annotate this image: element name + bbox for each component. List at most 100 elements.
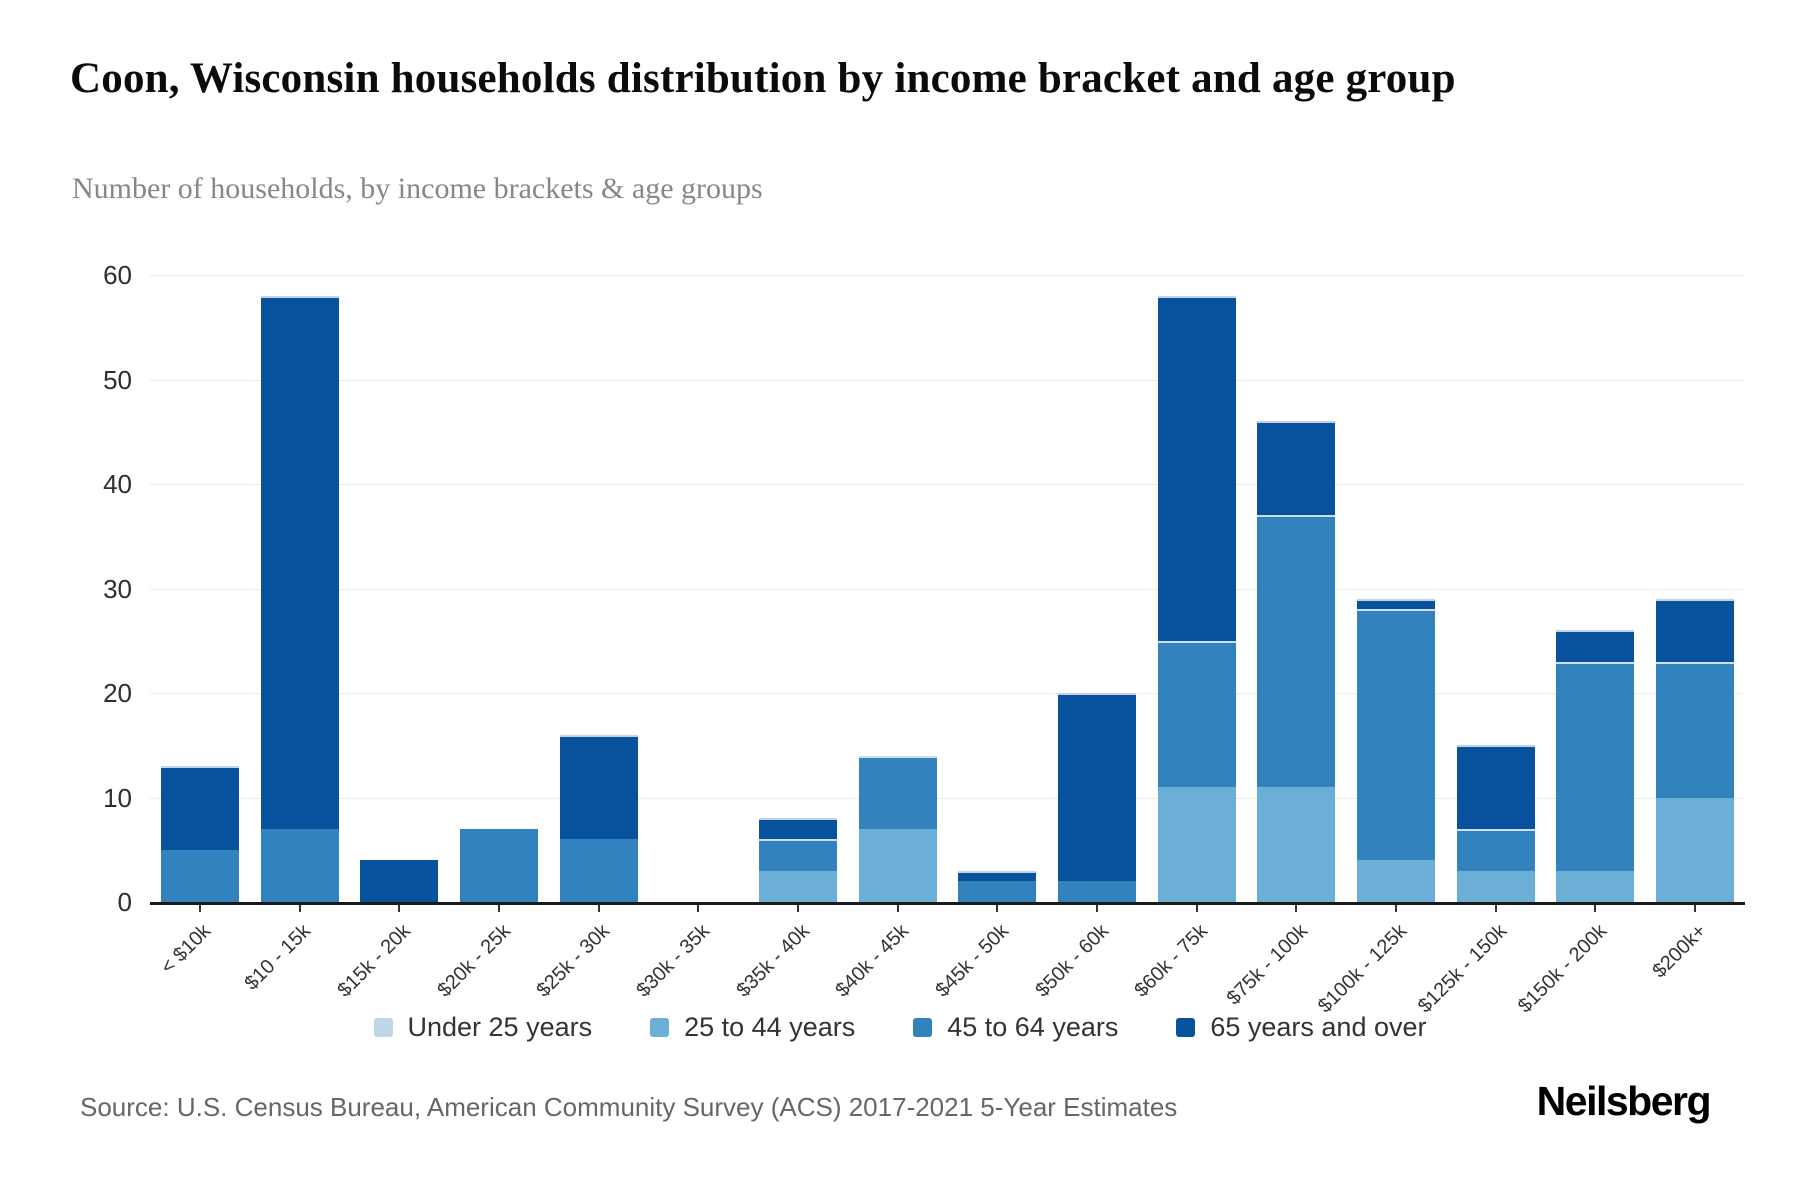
bar-segment[interactable] [958,881,1037,902]
x-axis-label: $150k - 200k [1513,920,1612,1018]
bar-column[interactable] [260,295,339,902]
legend-label: 65 years and over [1210,1012,1427,1042]
y-axis-tick-label: 20 [103,678,132,708]
bar-segment[interactable] [1656,797,1735,902]
x-axis-tick [1195,905,1198,912]
bar-segment[interactable] [1556,870,1635,902]
bar-segment[interactable] [1357,860,1436,902]
legend-item[interactable]: 25 to 44 years [650,1012,855,1043]
bar-segment[interactable] [1257,515,1336,788]
brand-logo: Neilsberg [1536,1078,1712,1124]
page-title: Coon, Wisconsin households distribution … [70,55,1456,102]
bar-segment[interactable] [1456,745,1535,829]
bar-segment[interactable] [1656,598,1735,662]
y-axis-tick-label: 0 [117,887,132,917]
bar-column[interactable] [858,755,937,902]
x-axis-tick [198,905,201,912]
bar-segment[interactable] [1157,640,1236,788]
legend-item[interactable]: Under 25 years [373,1012,592,1043]
x-axis-label: $30k - 35k [632,920,714,1002]
bar-segment[interactable] [160,849,239,902]
x-axis-label: $15k - 20k [333,920,415,1002]
bar-segment[interactable] [858,828,937,902]
x-axis-tick [896,905,899,912]
bar-column[interactable] [360,860,439,902]
bar-column[interactable] [1556,630,1635,902]
bar-column[interactable] [160,766,239,902]
bar-segment[interactable] [260,828,339,902]
bar-column[interactable] [1157,295,1236,902]
bar-segment[interactable] [1157,295,1236,641]
bar-segment[interactable] [260,295,339,829]
bar-segment[interactable] [958,870,1037,882]
legend-item[interactable]: 65 years and over [1176,1012,1427,1043]
gridline [150,797,1745,799]
bar-segment[interactable] [1058,881,1137,902]
x-axis-tick [1594,905,1597,912]
legend-color-swatch-icon [650,1018,670,1037]
bar-column[interactable] [958,870,1037,902]
bar-column[interactable] [559,734,638,902]
legend-color-swatch-icon [1176,1018,1196,1037]
bar-segment[interactable] [1357,609,1436,861]
legend: Under 25 years 25 to 44 years 45 to 64 yea… [0,1012,1800,1043]
y-axis-tick-label: 30 [103,573,132,604]
x-axis-tick [597,905,600,912]
legend-label: 45 to 64 years [947,1012,1119,1042]
bar-column[interactable] [459,828,538,902]
x-axis-label: $25k - 30k [532,920,615,1002]
bar-segment[interactable] [1058,693,1137,882]
legend-item[interactable]: 45 to 64 years [913,1012,1118,1043]
bar-segment[interactable] [1456,828,1535,871]
bar-segment[interactable] [758,870,837,902]
bar-segment[interactable] [1656,661,1735,798]
y-axis-tick-label: 40 [103,469,132,499]
bar-column[interactable] [1257,421,1336,902]
gridline [150,588,1745,590]
y-axis-tick-label: 50 [103,364,132,395]
bar-segment[interactable] [160,766,239,850]
bar-column[interactable] [1456,745,1535,902]
bar-segment[interactable] [758,839,837,871]
gridline [150,275,1745,276]
source-note: Source: U.S. Census Bureau, American Com… [80,1092,1178,1122]
bar-segment[interactable] [459,828,538,902]
x-axis-tick [1395,905,1398,912]
x-axis-tick [497,905,500,912]
x-axis-label: $20k - 25k [432,920,515,1002]
x-axis-label: $75k - 100k [1222,920,1312,1010]
x-axis-tick [1494,905,1497,912]
bar-column[interactable] [1357,598,1436,902]
bar-segment[interactable] [1556,661,1635,871]
bar-segment[interactable] [360,860,439,902]
bar-segment[interactable] [1556,630,1635,662]
bar-segment[interactable] [1257,787,1336,902]
bar-column[interactable] [758,818,837,902]
bar-segment[interactable] [758,818,837,840]
x-axis-tick [298,905,301,912]
x-axis-label: $100k - 125k [1314,920,1412,1018]
gridline [150,379,1745,381]
bar-segment[interactable] [1257,421,1336,516]
legend-color-swatch-icon [913,1018,933,1037]
bar-column[interactable] [1656,598,1735,902]
x-axis-label: $10 - 15k [240,920,316,995]
x-axis-tick [1096,905,1099,912]
page-subtitle: Number of households, by income brackets… [72,172,763,205]
x-axis-label: $35k - 40k [731,920,814,1002]
x-axis-tick [1694,905,1697,912]
bar-segment[interactable] [1157,787,1236,902]
bar-segment[interactable] [559,839,638,902]
bar-segment[interactable] [1357,598,1436,610]
x-axis-tick [796,905,799,912]
y-axis-tick-label: 10 [103,782,132,813]
bar-segment[interactable] [559,734,638,840]
bar-segment[interactable] [1456,870,1535,902]
bar-segment[interactable] [858,755,937,829]
x-axis-tick [398,905,401,912]
x-axis-label: $50k - 60k [1030,920,1113,1002]
x-axis-tick [1295,905,1298,912]
x-axis-label: < $10k [156,920,216,979]
bar-column[interactable] [1058,693,1137,902]
